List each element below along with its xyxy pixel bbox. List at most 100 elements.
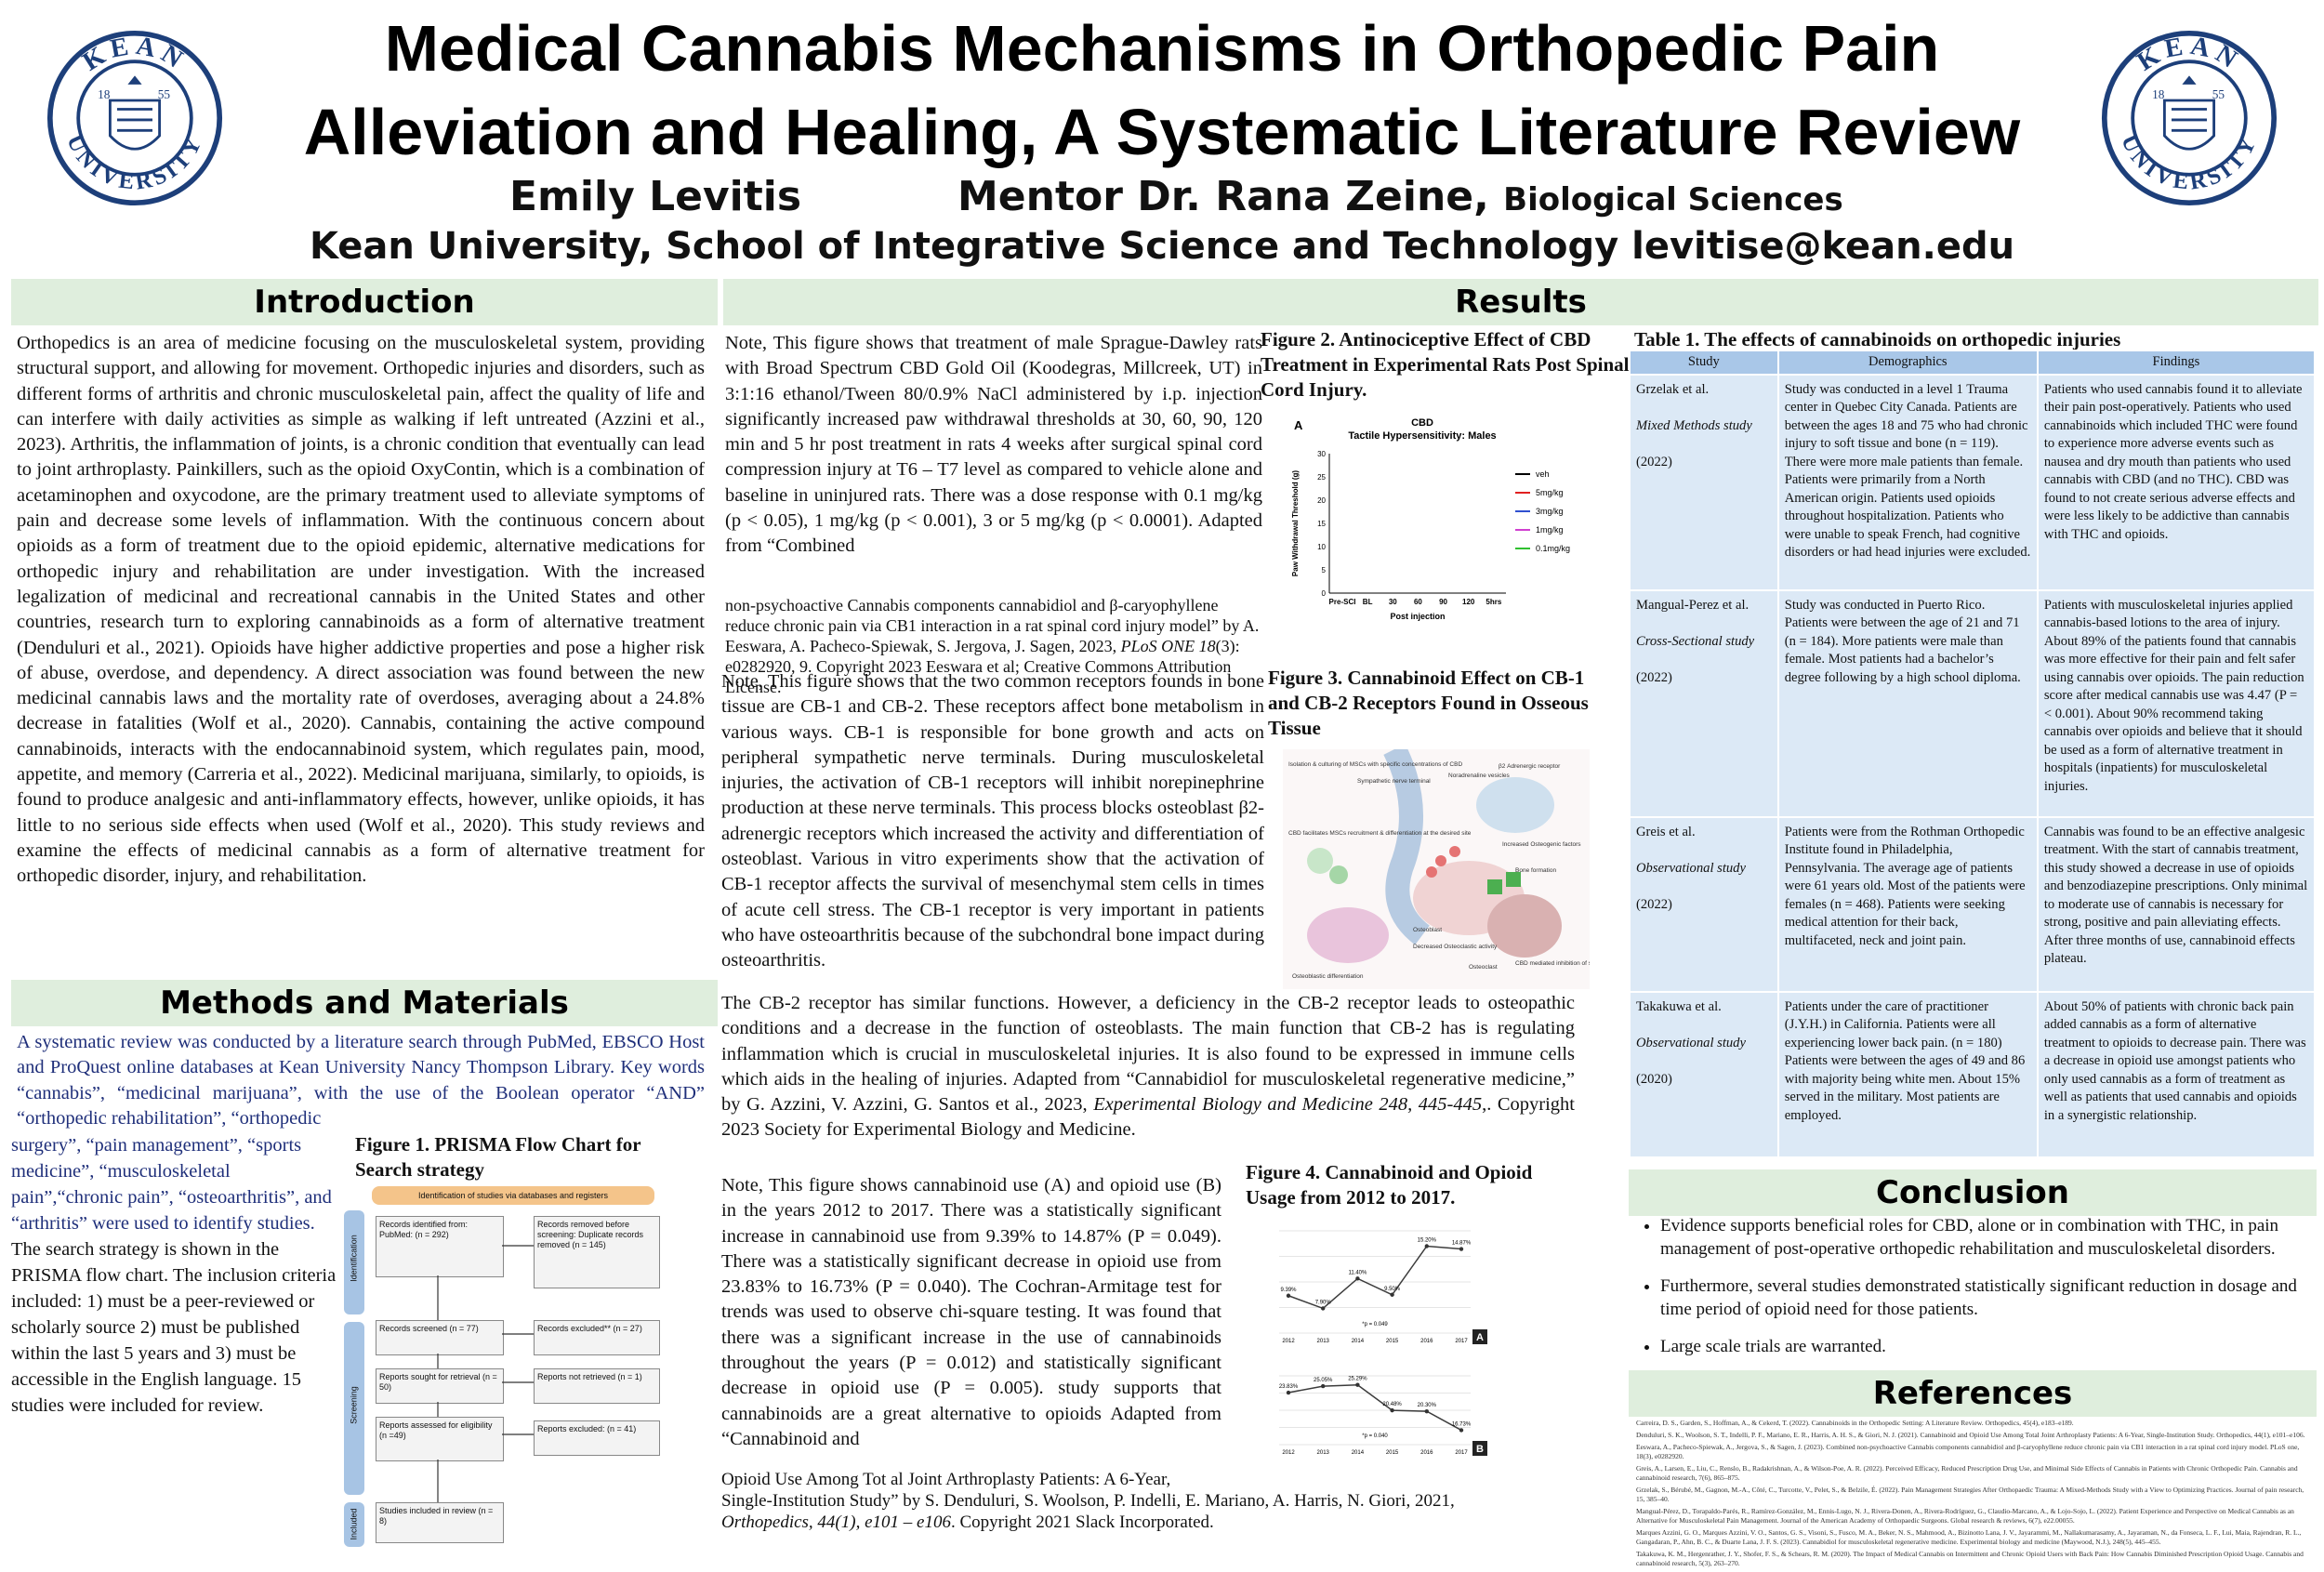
table-cell-demographics: Study was conducted in Puerto Rico. Pati…: [1776, 588, 2039, 818]
x-tick-label: 2013: [1317, 1339, 1330, 1344]
panel-letter: A: [1476, 1332, 1484, 1343]
table-cell-study: Grzelak et al. Mixed Methods study (2022): [1629, 373, 1779, 591]
y-tick-label: 5: [1322, 566, 1327, 575]
study-name: Takakuwa et al.: [1636, 998, 1722, 1014]
legend-label: veh: [1536, 469, 1550, 479]
x-tick-label: 90: [1439, 598, 1447, 606]
study-year: (2022): [1636, 454, 1672, 469]
x-tick-label: 2012: [1282, 1450, 1295, 1456]
figure3-label: CBD mediated inhibition of synaptic neur…: [1515, 960, 1590, 967]
data-label: 9.39%: [1280, 1288, 1297, 1293]
significance-note: *p = 0.049: [1362, 1322, 1388, 1328]
reference-item: Marques Azzini, G. O., Marques Azzini, V…: [1636, 1528, 2302, 1546]
figure3-diagram: Isolation & culturing of MSCs with speci…: [1283, 749, 1590, 989]
y-tick-label: 30: [1317, 450, 1326, 458]
data-point: [1390, 1407, 1394, 1413]
x-axis-label: Post injection: [1390, 612, 1445, 621]
x-tick-label: 30: [1389, 598, 1397, 606]
svg-text:55: 55: [2212, 87, 2225, 101]
prisma-reports-sought: Reports sought for retrieval (n = 50): [376, 1368, 504, 1404]
legend-label: 5mg/kg: [1536, 488, 1564, 497]
chart-background: [1283, 409, 1590, 628]
conclusion-bullet: Evidence supports beneficial roles for C…: [1660, 1214, 2317, 1261]
svg-text:55: 55: [158, 87, 171, 101]
mentor-line: Mentor Dr. Rana Zeine, Biological Scienc…: [957, 173, 1843, 224]
reference-item: Mangual-Pérez, D., Torapaldo-Parés, R., …: [1636, 1507, 2294, 1525]
data-point: [1424, 1244, 1429, 1248]
legend-label: 0.1mg/kg: [1536, 544, 1570, 553]
conclusion-list: Evidence supports beneficial roles for C…: [1629, 1214, 2317, 1372]
methods-text-left: surgery”, “pain management”, “sports med…: [11, 1132, 338, 1419]
prisma-studies-included: Studies included in review (n = 8): [376, 1502, 504, 1543]
study-year: (2022): [1636, 896, 1672, 912]
table-row: Takakuwa et al. Observational study (2020)…: [1629, 990, 2317, 1158]
reference-item: Carreira, D. S., Garden, S., Hoffman, A.…: [1636, 1419, 2074, 1427]
data-label: 15.20%: [1418, 1238, 1437, 1244]
prisma-arrows: [437, 1245, 534, 1502]
figure2-note: Note, This figure shows that treatment o…: [725, 333, 1262, 557]
table-row: Grzelak et al. Mixed Methods study (2022) S…: [1629, 373, 2317, 591]
x-tick-label: 2017: [1455, 1339, 1468, 1344]
conclusion-heading: Conclusion: [1629, 1169, 2317, 1216]
data-point: [1355, 1276, 1360, 1281]
y-tick-label: 20: [1317, 496, 1326, 505]
figure3-label: Bone formation: [1515, 867, 1556, 874]
y-axis-label: Paw Withdrawal Threshold (g): [1291, 470, 1300, 576]
svg-text:18: 18: [2152, 87, 2165, 101]
y-tick-label: 25: [1317, 473, 1326, 482]
prisma-side-screening: Screening: [344, 1322, 364, 1495]
figure1-caption: Figure 1. PRISMA Flow Chart for Search s…: [355, 1133, 641, 1181]
table-cell-findings: About 50% of patients with chronic back …: [2036, 990, 2317, 1158]
data-label: 20.48%: [1382, 1402, 1402, 1407]
panel-letter: B: [1476, 1444, 1484, 1455]
figure3-label: CBD facilitates MSCs recruitment & diffe…: [1288, 830, 1472, 837]
figure3-label: Increased Osteogenic factors: [1502, 841, 1581, 848]
chart-background: [1261, 1359, 1493, 1471]
study-name: Greis et al.: [1636, 824, 1696, 839]
table-cell-study: Takakuwa et al. Observational study (2020): [1629, 990, 1779, 1158]
figure4-caption: Figure 4. Cannabinoid and Opioid Usage f…: [1246, 1161, 1533, 1209]
figure4-note-tail-a: Opioid Use Among Tot al Joint Arthroplas…: [721, 1470, 1171, 1489]
data-line: [1287, 1383, 1462, 1432]
data-point: [1459, 1247, 1464, 1251]
data-point: [1286, 1293, 1291, 1298]
introduction-text: Orthopedics is an area of medicine focus…: [17, 333, 705, 887]
legend-label: 1mg/kg: [1536, 525, 1564, 535]
methods-criteria: The search strategy is shown in the PRIS…: [11, 1239, 337, 1416]
study-year: (2020): [1636, 1071, 1672, 1087]
x-tick-label: 2012: [1282, 1339, 1295, 1344]
y-tick-label: 0: [1322, 589, 1327, 598]
prisma-top-banner: Identification of studies via databases …: [372, 1186, 654, 1205]
chart-title: CBD: [1411, 417, 1433, 429]
reference-item: Takakuwa, K. M., Hergenrather, J. Y., Sh…: [1636, 1550, 2304, 1567]
kean-university-seal-right: KEAN UNIVERSITY 18 55: [2101, 30, 2278, 206]
figure4-note: Note, This figure shows cannabinoid use …: [721, 1175, 1221, 1449]
poster-title-line1: Medical Cannabis Mechanisms in Orthopedi…: [384, 12, 1940, 85]
data-point: [1355, 1382, 1360, 1387]
figure3-label: Noradrenaline vesicles: [1448, 773, 1511, 779]
x-tick-label: 2016: [1420, 1450, 1433, 1456]
references-heading: References: [1629, 1370, 2317, 1417]
x-tick-label: 2015: [1386, 1450, 1399, 1456]
author-name: Emily Levitis: [509, 173, 802, 220]
mentor-department: Biological Sciences: [1503, 181, 1843, 218]
data-point: [1321, 1383, 1326, 1389]
conclusion-bullet: Furthermore, several studies demonstrate…: [1660, 1275, 2317, 1321]
figure2-note-citation: non-psychoactive Cannabis components can…: [725, 596, 1260, 696]
prisma-side-included: Included: [344, 1502, 364, 1547]
data-label: 14.87%: [1452, 1241, 1472, 1247]
x-tick-label: Pre-SCI: [1329, 598, 1356, 606]
table1-caption: Table 1. The effects of cannabinoids on …: [1634, 328, 2121, 350]
table-cell-findings: Patients who used cannabis found it to a…: [2036, 373, 2317, 591]
prisma-side-identification: Identification: [344, 1210, 364, 1314]
figure3-label: Osteoclast: [1469, 964, 1498, 971]
data-point: [1286, 1390, 1291, 1395]
x-tick-label: 2014: [1352, 1339, 1365, 1344]
study-name: Grzelak et al.: [1636, 381, 1710, 397]
figure3-label: Osteoblastic differentiation: [1292, 973, 1364, 980]
results-heading: Results: [723, 279, 2318, 325]
data-point: [1424, 1408, 1429, 1414]
table-cell-demographics: Patients were from the Rothman Orthopedi…: [1776, 815, 2039, 993]
x-tick-label: 5hrs: [1486, 598, 1501, 606]
